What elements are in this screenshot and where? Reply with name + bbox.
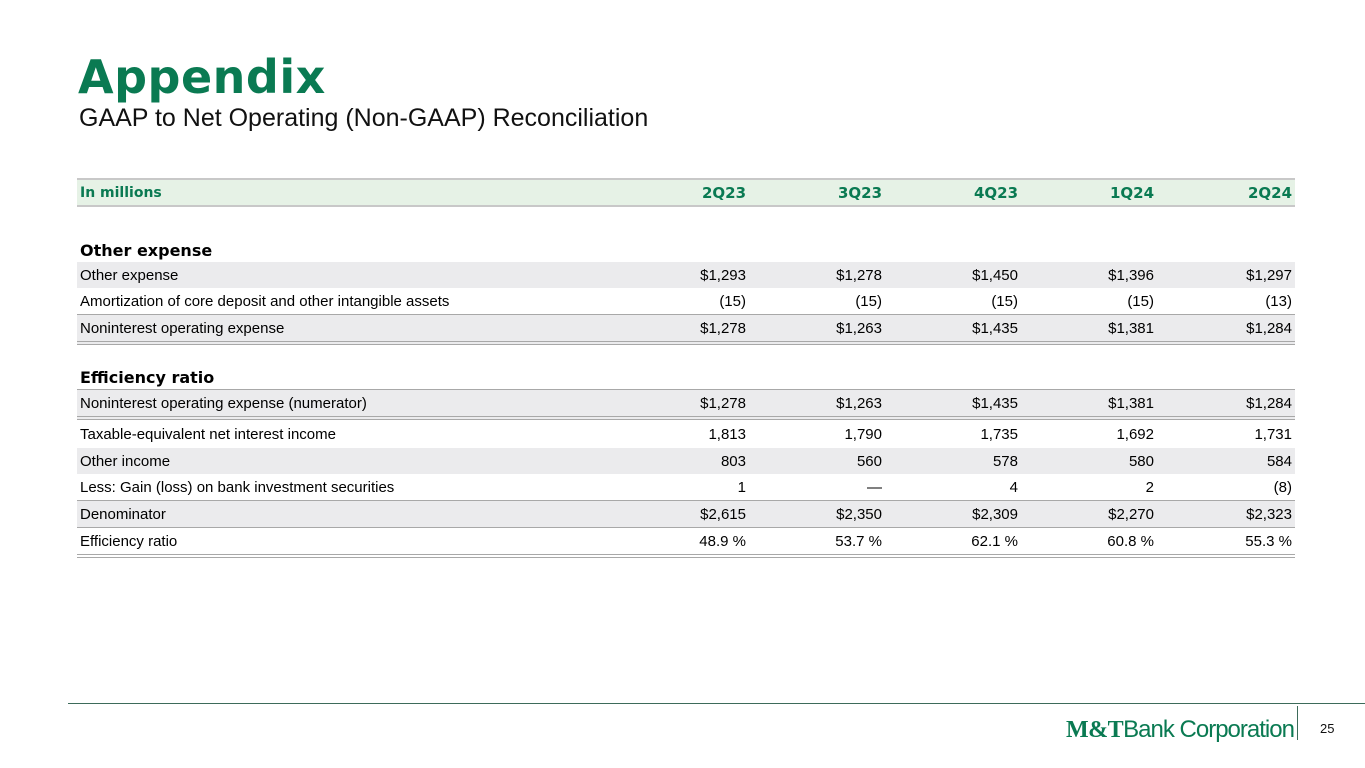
cell: — [867,478,882,496]
cell: 48.9 % [699,532,746,550]
cell: $2,309 [972,505,1018,523]
cell: 1 [737,478,746,496]
cell: $2,270 [1108,505,1154,523]
cell: (13) [1265,292,1292,310]
cell: 62.1 % [971,532,1018,550]
cell: 580 [1128,452,1154,470]
cell: 560 [856,452,882,470]
company-logo: M&TBank Corporation [1066,716,1295,744]
table-header-row: In millions 2Q23 3Q23 4Q23 1Q24 2Q24 [77,178,1295,207]
cell: 53.7 % [835,532,882,550]
page-title: Appendix [78,50,326,104]
table-row: Amortization of core deposit and other i… [77,288,1295,314]
table-row: Other expense $1,293 $1,278 $1,450 $1,39… [77,262,1295,288]
row-label: Noninterest operating expense (numerator… [80,394,367,412]
cell: $1,435 [972,394,1018,412]
table-row-total: Denominator $2,615 $2,350 $2,309 $2,270 … [77,500,1295,527]
cell: $1,263 [836,319,882,337]
cell: $1,278 [700,319,746,337]
column-header: 2Q24 [1247,183,1292,202]
column-header: 4Q23 [973,183,1018,202]
cell: $1,293 [700,266,746,284]
cell: $1,435 [972,319,1018,337]
row-label: Less: Gain (loss) on bank investment sec… [80,478,395,496]
page-number: 25 [1320,721,1335,736]
cell: (15) [719,292,746,310]
column-header: 2Q23 [701,183,746,202]
cell: $2,615 [700,505,746,523]
row-label: Amortization of core deposit and other i… [80,292,450,310]
cell: 1,790 [844,425,882,443]
unit-label: In millions [80,184,162,201]
column-header: 1Q24 [1109,183,1154,202]
cell: 60.8 % [1107,532,1154,550]
cell: $1,284 [1246,394,1292,412]
page-subtitle: GAAP to Net Operating (Non-GAAP) Reconci… [79,104,649,132]
cell: 578 [992,452,1018,470]
cell: $1,278 [836,266,882,284]
row-label: Taxable-equivalent net interest income [80,425,336,443]
table-row: Taxable-equivalent net interest income 1… [77,420,1295,448]
section-heading-label: Other expense [80,241,213,260]
reconciliation-table: In millions 2Q23 3Q23 4Q23 1Q24 2Q24 Oth… [77,178,1295,558]
section-heading: Other expense [77,234,1295,262]
cell: (15) [855,292,882,310]
cell: 1,735 [980,425,1018,443]
table-row-total: Efficiency ratio 48.9 % 53.7 % 62.1 % 60… [77,527,1295,558]
cell: 1,692 [1116,425,1154,443]
cell: 4 [1009,478,1018,496]
row-label: Denominator [80,505,166,523]
logo-mark: M&T [1066,717,1124,743]
cell: 2 [1145,478,1154,496]
table-row-total: Noninterest operating expense $1,278 $1,… [77,314,1295,345]
section-heading-label: Efficiency ratio [80,368,215,387]
cell: 803 [720,452,746,470]
cell: $1,284 [1246,319,1292,337]
cell: 1,731 [1254,425,1292,443]
cell: $1,396 [1108,266,1154,284]
row-label: Noninterest operating expense [80,319,285,337]
cell: $1,381 [1108,319,1154,337]
cell: (15) [991,292,1018,310]
row-label: Efficiency ratio [80,532,178,550]
cell: (15) [1127,292,1154,310]
cell: 1,813 [708,425,746,443]
section-heading: Efficiency ratio [77,361,1295,389]
footer-separator [1297,706,1298,740]
table-row: Other income 803 560 578 580 584 [77,448,1295,474]
cell: 55.3 % [1245,532,1292,550]
logo-wordmark: Bank Corporation [1123,716,1295,743]
cell: $1,450 [972,266,1018,284]
footer-divider [68,703,1365,704]
cell: $1,263 [836,394,882,412]
cell: $1,297 [1246,266,1292,284]
row-label: Other expense [80,266,179,284]
cell: 584 [1266,452,1292,470]
table-row: Noninterest operating expense (numerator… [77,389,1295,420]
row-label: Other income [80,452,171,470]
cell: $1,278 [700,394,746,412]
cell: (8) [1273,478,1292,496]
cell: $1,381 [1108,394,1154,412]
table-row: Less: Gain (loss) on bank investment sec… [77,474,1295,500]
cell: $2,350 [836,505,882,523]
column-header: 3Q23 [837,183,882,202]
cell: $2,323 [1246,505,1292,523]
